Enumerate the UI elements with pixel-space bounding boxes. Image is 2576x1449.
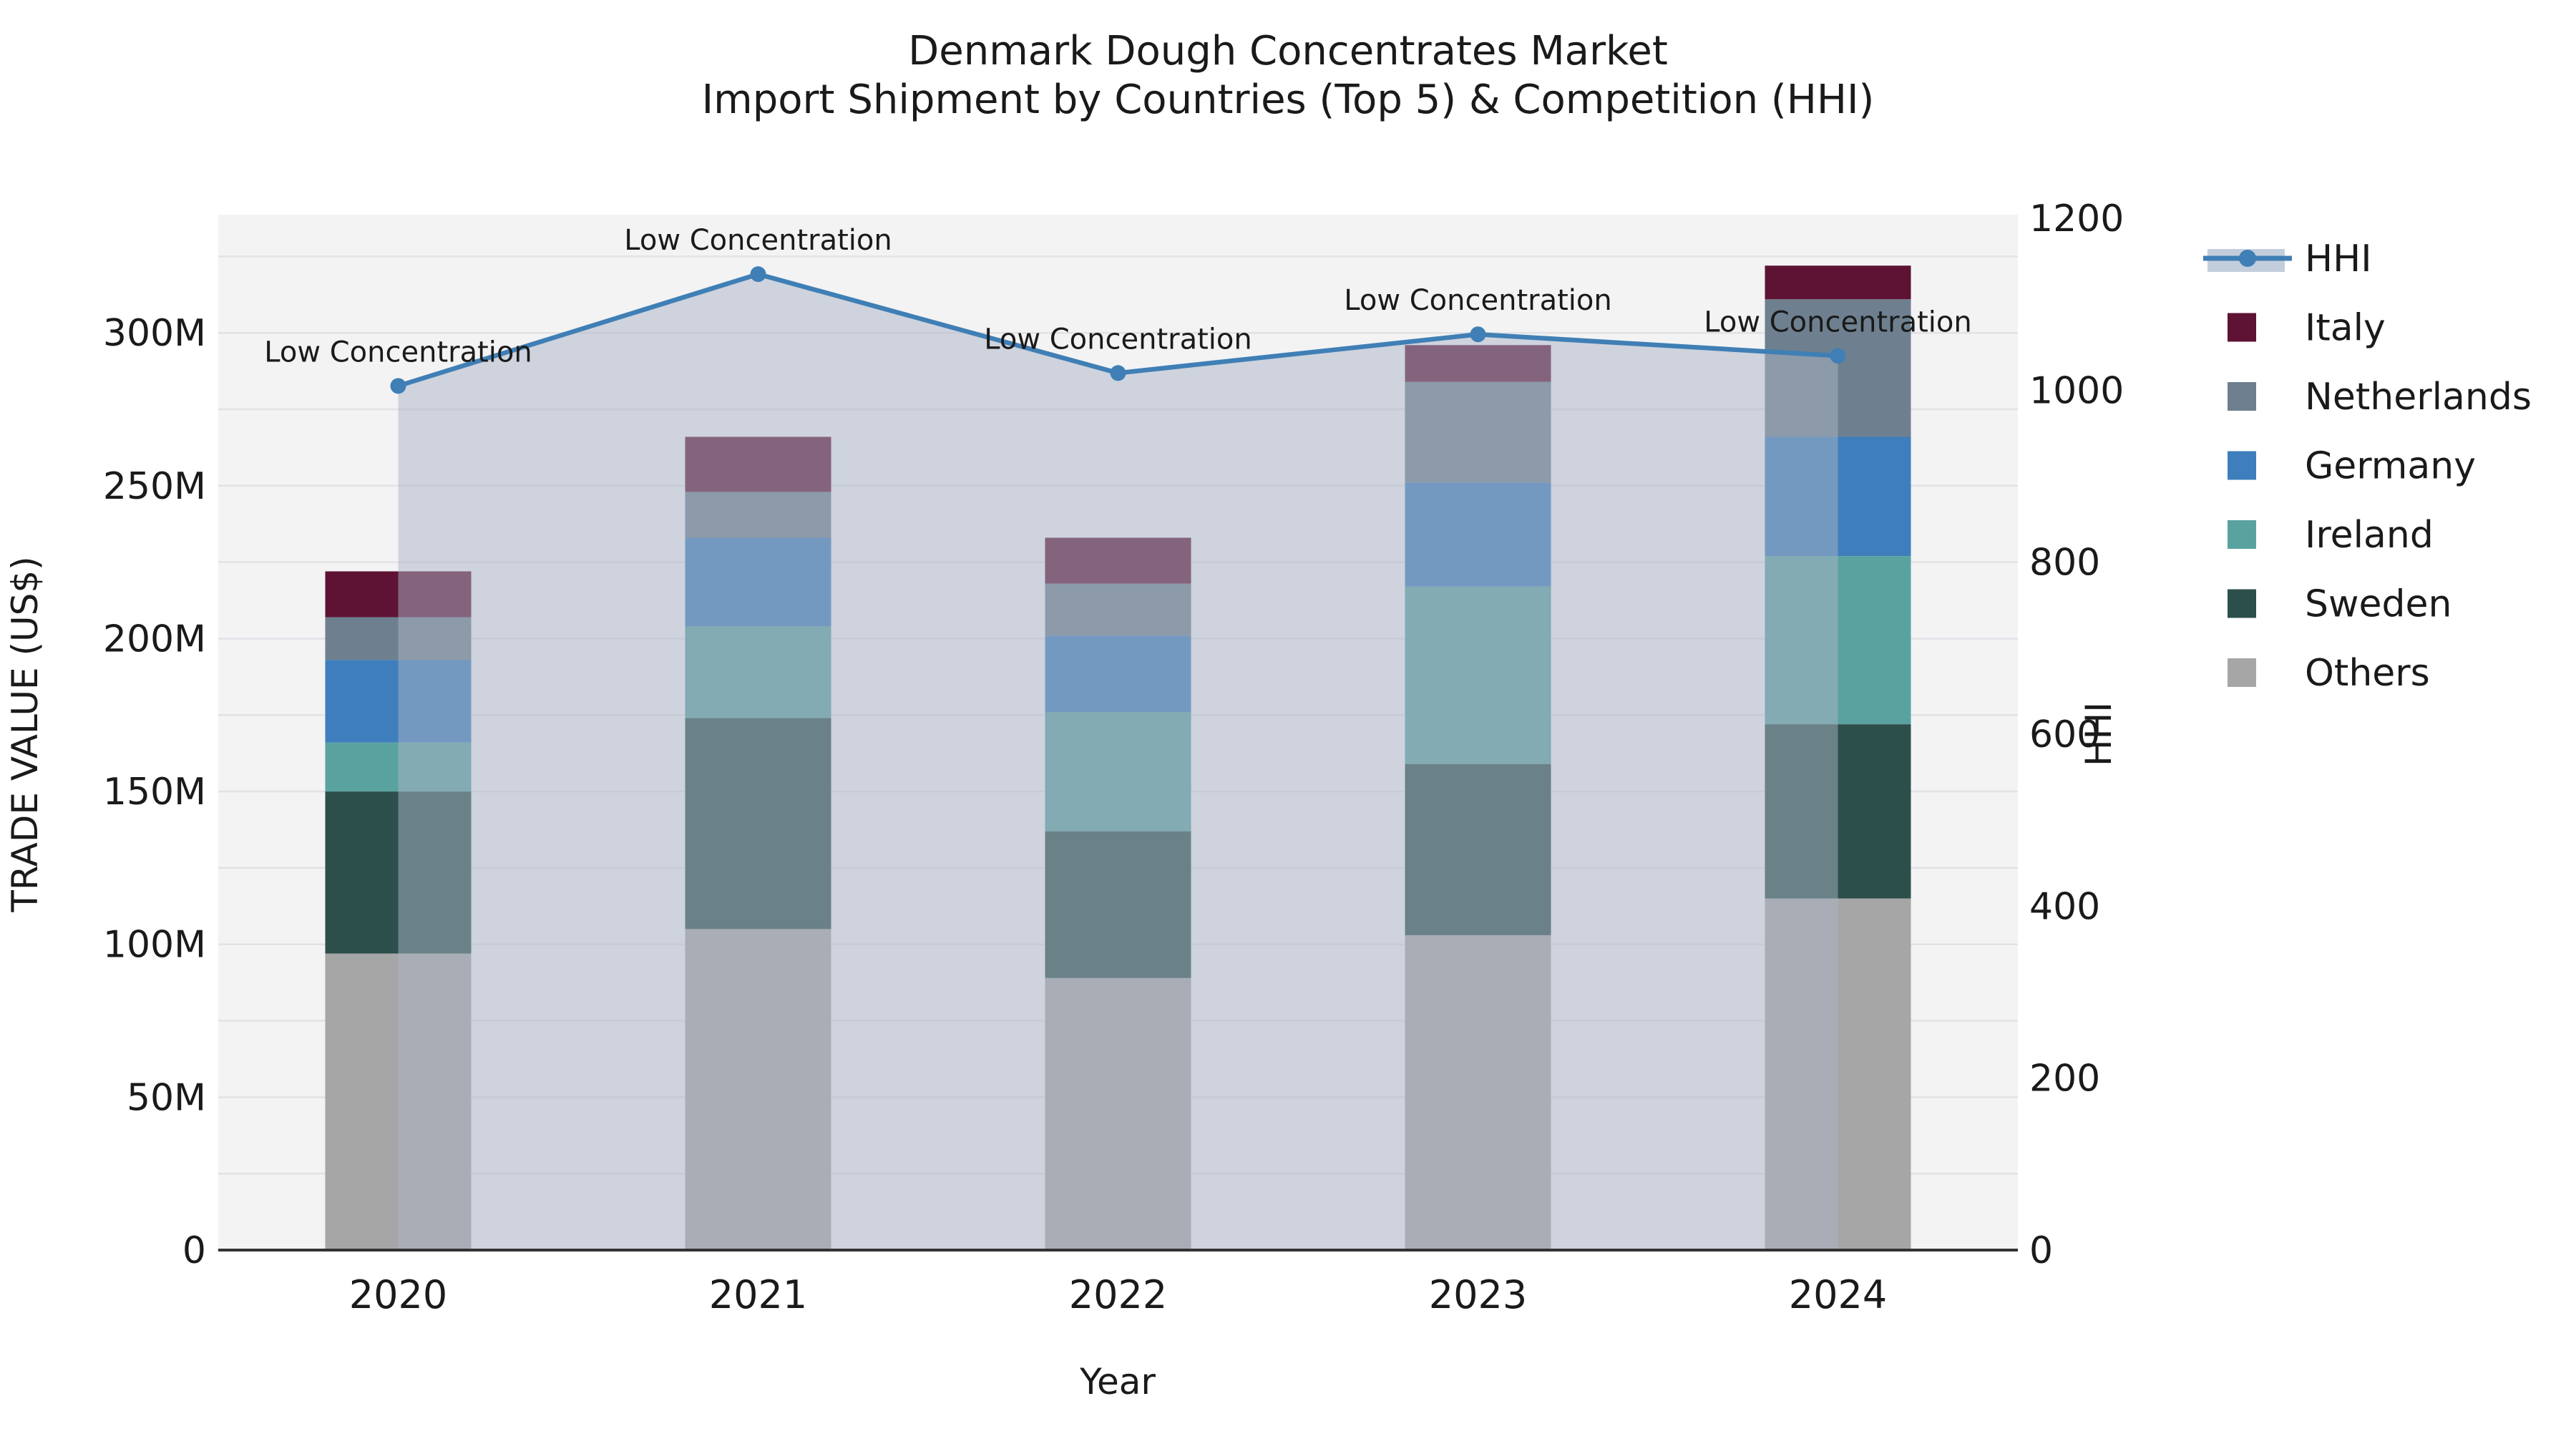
left-axis-tick: 50M — [127, 1076, 206, 1119]
right-axis-tick-labels: 0 200 400 600 800 1000 1200 — [2029, 197, 2124, 1272]
legend-label-sweden: Sweden — [2305, 583, 2452, 626]
left-axis-tick: 200M — [103, 618, 206, 660]
legend-item-germany: Germany — [2228, 445, 2476, 488]
legend-item-sweden: Sweden — [2228, 583, 2452, 626]
right-axis-tick: 600 — [2029, 713, 2100, 756]
annotation-low-concentration: Low Concentration — [624, 224, 892, 257]
annotation-low-concentration: Low Concentration — [264, 336, 532, 369]
legend-item-netherlands: Netherlands — [2228, 376, 2532, 419]
left-axis-tick: 150M — [103, 771, 206, 814]
right-axis-tick: 0 — [2029, 1229, 2053, 1272]
legend-item-others: Others — [2228, 652, 2430, 695]
chart-title-line1: Denmark Dough Concentrates Market — [908, 28, 1668, 74]
annotations: Low Concentration Low Concentration Low Co… — [264, 224, 1971, 369]
legend-hhi-marker-swatch — [2239, 250, 2256, 267]
x-axis-tick-2020: 2020 — [349, 1272, 447, 1317]
hhi-marker-2020 — [390, 378, 406, 394]
annotation-low-concentration: Low Concentration — [984, 323, 1252, 356]
left-axis-tick: 250M — [103, 465, 206, 508]
hhi-marker-2022 — [1110, 365, 1126, 381]
hhi-area-fill — [398, 274, 1838, 1250]
left-axis-tick: 0 — [182, 1229, 206, 1272]
left-axis-tick: 100M — [103, 924, 206, 967]
legend-swatch-others — [2228, 658, 2256, 687]
left-axis-tick-labels: 0 50M 100M 150M 200M 250M 300M — [103, 312, 206, 1272]
right-axis-title: HHI — [2078, 702, 2119, 766]
x-axis-tick-2024: 2024 — [1789, 1272, 1887, 1317]
right-axis-tick: 200 — [2029, 1058, 2100, 1101]
right-axis-tick: 1000 — [2029, 369, 2124, 412]
left-axis-tick: 300M — [103, 312, 206, 355]
chart-title-line2: Import Shipment by Countries (Top 5) & C… — [702, 77, 1875, 123]
right-axis-tick: 800 — [2029, 542, 2100, 585]
x-axis-tick-2022: 2022 — [1069, 1272, 1167, 1317]
legend-swatch-sweden — [2228, 589, 2256, 618]
legend-label-ireland: Ireland — [2305, 514, 2434, 557]
legend-swatch-ireland — [2228, 520, 2256, 549]
legend-label-germany: Germany — [2305, 445, 2476, 488]
right-axis-tick: 1200 — [2029, 197, 2124, 240]
bar-segment-italy-2024 — [1765, 265, 1911, 300]
x-axis-tick-2023: 2023 — [1429, 1272, 1527, 1317]
hhi-marker-2023 — [1470, 326, 1486, 343]
legend-label-netherlands: Netherlands — [2305, 376, 2532, 419]
x-axis-tick-labels: 2020 2021 2022 2023 2024 — [349, 1272, 1887, 1317]
legend: HHI Italy Netherlands Germany Ireland Sweden O… — [2203, 238, 2532, 695]
legend-item-ireland: Ireland — [2228, 514, 2434, 557]
hhi-markers — [390, 266, 1846, 394]
left-axis-title: TRADE VALUE (US$) — [4, 556, 46, 912]
x-axis-title: Year — [1079, 1361, 1156, 1402]
annotation-low-concentration: Low Concentration — [1344, 284, 1611, 317]
legend-label-hhi: HHI — [2305, 238, 2372, 280]
legend-swatch-italy — [2228, 313, 2256, 342]
hhi-marker-2024 — [1830, 348, 1846, 364]
annotation-low-concentration: Low Concentration — [1704, 306, 1971, 338]
legend-swatch-netherlands — [2228, 382, 2256, 411]
legend-label-italy: Italy — [2305, 307, 2386, 350]
hhi-marker-2021 — [750, 266, 766, 283]
right-axis-tick: 400 — [2029, 885, 2100, 928]
legend-item-hhi: HHI — [2203, 238, 2372, 280]
legend-label-others: Others — [2305, 652, 2430, 695]
x-axis-tick-2021: 2021 — [709, 1272, 807, 1317]
legend-item-italy: Italy — [2228, 307, 2386, 350]
legend-swatch-germany — [2228, 451, 2256, 480]
